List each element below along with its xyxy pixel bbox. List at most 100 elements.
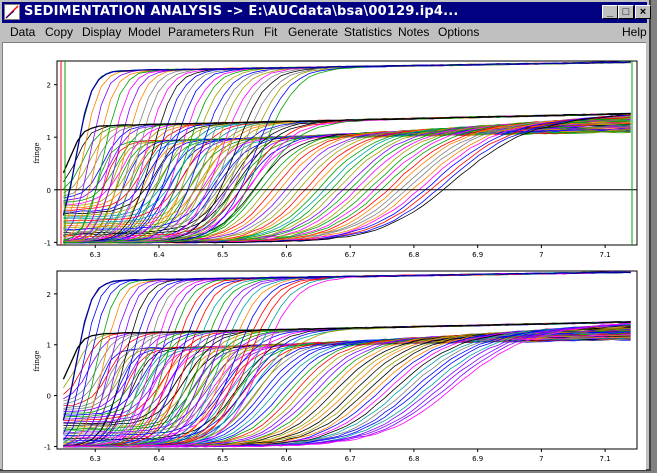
minimize-button[interactable]: _ — [602, 5, 618, 19]
bottom-scan-top — [63, 271, 631, 448]
title-bar[interactable]: SEDIMENTATION ANALYSIS -> E:\AUCdata\bsa… — [2, 2, 651, 23]
menu-generate[interactable]: Generate — [288, 25, 339, 39]
top-scan-top — [63, 61, 631, 244]
bottom-scan-top — [63, 271, 631, 448]
top-plot-frame — [56, 60, 638, 246]
app-icon[interactable] — [4, 4, 20, 20]
top-x-tick-label: 6.3 — [90, 251, 101, 259]
top-x-tick-label: 6.4 — [153, 251, 165, 259]
top-x-tick-label: 7 — [539, 251, 543, 259]
top-plot-axes: 6.3 6.4 6.5 6.6 6.7 6.8 6.9 7 7.1 2 1 0 -1 — [44, 61, 637, 259]
bottom-scan-top — [63, 271, 631, 448]
close-button[interactable]: × — [635, 5, 651, 19]
window-title: SEDIMENTATION ANALYSIS -> E:\AUCdata\bsa… — [24, 4, 459, 19]
app-logo-icon — [5, 5, 19, 19]
bottom-scan-top — [63, 271, 631, 448]
top-reference-scan — [62, 61, 631, 216]
menu-data[interactable]: Data — [10, 25, 36, 39]
bottom-y-tick-label: 1 — [47, 342, 51, 350]
minimize-icon: _ — [606, 6, 614, 18]
top-scan-top — [63, 61, 631, 244]
top-scan-top — [63, 61, 631, 244]
top-scan-top — [63, 61, 631, 244]
bottom-scan-top — [63, 271, 631, 448]
bottom-scan-lower — [63, 322, 631, 448]
bottom-plot-axes: 6.3 6.4 6.5 6.6 6.7 6.8 6.9 7 7.1 2 1 0 -1 — [44, 291, 611, 463]
top-scan-top — [63, 61, 631, 244]
top-x-tick-label: 6.5 — [217, 251, 228, 259]
bottom-scan-top — [63, 271, 631, 448]
plots-canvas: 6.3 6.4 6.5 6.6 6.7 6.8 6.9 7 7.1 2 1 0 -1 fringe 6.… — [33, 60, 638, 463]
bottom-x-tick-label: 6.7 — [345, 455, 356, 463]
top-scan-top — [63, 61, 631, 244]
bottom-y-axis-label: fringe — [33, 350, 41, 371]
bottom-x-tick-label: 6.3 — [90, 455, 101, 463]
top-scan-top — [63, 61, 631, 244]
top-reference-scan — [62, 112, 631, 173]
bottom-y-tick-label: 0 — [47, 393, 51, 401]
menu-bar: Data Copy Display Model Parameters Run F… — [2, 23, 647, 42]
bottom-scan-top — [63, 271, 631, 448]
menu-help[interactable]: Help — [622, 25, 647, 39]
menu-notes[interactable]: Notes — [398, 25, 430, 39]
bottom-scan-top — [63, 271, 631, 447]
bottom-plot-scans — [62, 271, 631, 448]
maximize-icon: □ — [622, 6, 630, 18]
bottom-scan-top — [63, 271, 631, 447]
bottom-x-tick-label: 6.9 — [472, 455, 483, 463]
menu-display[interactable]: Display — [82, 25, 122, 39]
bottom-scan-top — [63, 271, 631, 448]
top-y-axis-label: fringe — [33, 142, 41, 163]
top-scan-top — [63, 61, 631, 244]
bottom-scan-top — [63, 271, 631, 448]
top-scan-top — [63, 61, 631, 244]
top-y-tick-label: 2 — [47, 82, 51, 90]
top-y-tick-label: 0 — [47, 187, 51, 195]
top-scan-top — [63, 61, 631, 244]
bottom-scan-top — [63, 271, 631, 448]
bottom-y-tick-label: 2 — [47, 291, 51, 299]
bottom-plot[interactable]: 6.3 6.4 6.5 6.6 6.7 6.8 6.9 7 7.1 2 1 0 -1 fringe — [33, 270, 638, 463]
bottom-x-tick-label: 6.5 — [217, 455, 228, 463]
menu-parameters[interactable]: Parameters — [168, 25, 231, 39]
bottom-scan-top — [63, 271, 631, 447]
menu-run[interactable]: Run — [232, 25, 255, 39]
menu-fit[interactable]: Fit — [264, 25, 278, 39]
top-plot[interactable]: 6.3 6.4 6.5 6.6 6.7 6.8 6.9 7 7.1 2 1 0 -1 fringe — [33, 60, 638, 259]
menu-options[interactable]: Options — [438, 25, 480, 39]
menu-copy[interactable]: Copy — [45, 25, 74, 39]
bottom-scan-top — [63, 271, 631, 448]
maximize-button[interactable]: □ — [618, 5, 634, 19]
bottom-x-tick-label: 7 — [539, 455, 543, 463]
bottom-scan-top — [63, 271, 631, 448]
bottom-scan-top — [63, 271, 631, 448]
bottom-scan-top — [63, 271, 631, 447]
bottom-plot-frame — [56, 270, 638, 450]
bottom-reference-scan — [62, 271, 631, 421]
top-y-tick-label: -1 — [44, 239, 51, 247]
menu-statistics[interactable]: Statistics — [344, 25, 393, 39]
close-icon: × — [639, 6, 647, 18]
bottom-y-tick-label: -1 — [44, 443, 51, 451]
bottom-x-tick-label: 7.1 — [600, 455, 611, 463]
menu-model[interactable]: Model — [128, 25, 161, 39]
bottom-x-tick-label: 6.4 — [153, 455, 165, 463]
bottom-scan-top — [63, 271, 631, 447]
plot-area: 6.3 6.4 6.5 6.6 6.7 6.8 6.9 7 7.1 2 1 0 -1 fringe 6.… — [2, 42, 646, 470]
top-x-tick-label: 6.8 — [408, 251, 419, 259]
bottom-scan-top — [63, 271, 631, 448]
bottom-scan-top — [63, 271, 631, 448]
top-x-tick-label: 6.7 — [345, 251, 356, 259]
bottom-reference-scan — [62, 321, 631, 380]
top-plot-scans — [62, 61, 631, 244]
bottom-x-tick-label: 6.6 — [281, 455, 293, 463]
top-x-tick-label: 6.6 — [281, 251, 293, 259]
top-y-tick-label: 1 — [47, 134, 51, 142]
bottom-x-tick-label: 6.8 — [408, 455, 419, 463]
top-x-tick-label: 7.1 — [600, 251, 611, 259]
top-x-tick-label: 6.9 — [472, 251, 483, 259]
bottom-scan-top — [63, 271, 631, 447]
top-scan-top — [63, 61, 631, 243]
top-scan-top — [63, 61, 631, 243]
